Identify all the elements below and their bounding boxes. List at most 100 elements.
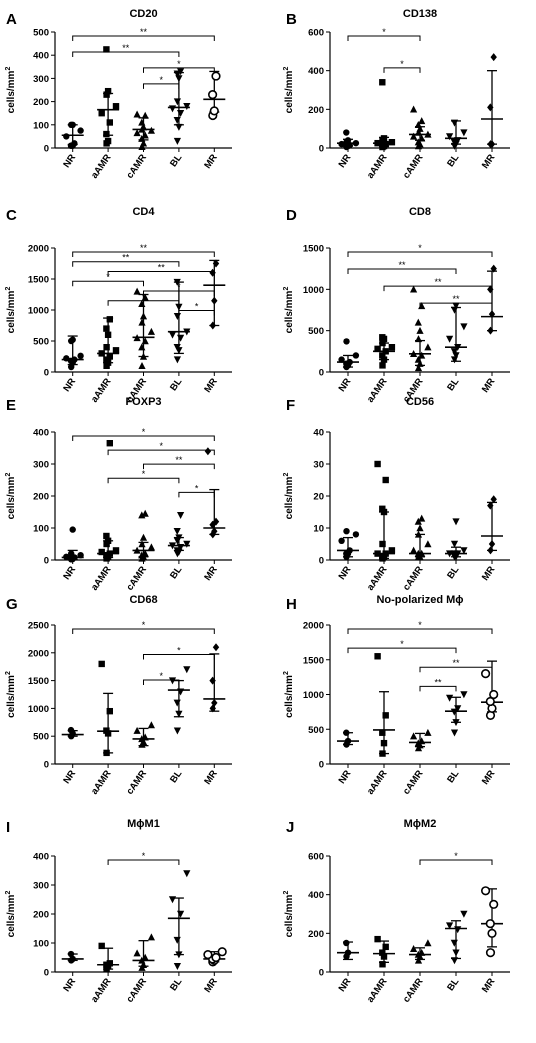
- data-point: [177, 544, 185, 551]
- significance-mark: *: [106, 272, 110, 282]
- data-point: [77, 552, 84, 559]
- data-point: [106, 353, 113, 360]
- data-point: [77, 127, 84, 134]
- x-tick-label: aAMR: [89, 768, 114, 796]
- data-point: [380, 953, 388, 960]
- data-point: [481, 886, 491, 896]
- data-point: [418, 737, 426, 745]
- data-point: [487, 326, 494, 335]
- series-BL: [167, 666, 191, 735]
- data-point: [414, 956, 423, 964]
- data-point: [352, 352, 360, 359]
- data-point: [338, 356, 345, 363]
- data-point: [173, 547, 181, 555]
- y-tick-label: 2000: [303, 621, 324, 632]
- x-tick-label: NR: [337, 976, 354, 994]
- significance-mark: *: [142, 851, 146, 861]
- x-tick-label: NR: [61, 152, 78, 170]
- data-point: [138, 118, 146, 126]
- bracket-line: [178, 491, 215, 498]
- significance-mark: **: [158, 262, 166, 272]
- y-tick-label: 1000: [303, 285, 324, 296]
- significance-bracket: *: [143, 59, 215, 73]
- data-point: [168, 331, 177, 339]
- significance-bracket: *: [347, 243, 493, 257]
- data-point: [138, 343, 146, 351]
- data-point: [380, 356, 388, 363]
- series-cAMR: [132, 110, 155, 151]
- significance-bracket: *: [178, 301, 215, 316]
- data-point: [212, 517, 220, 526]
- data-point: [450, 540, 459, 548]
- data-point: [138, 540, 146, 548]
- panel-B: B CD138 cells/mm2 0 200 400 600 NR aAMR cAMR BL MR *…: [283, 8, 510, 181]
- data-point: [212, 259, 220, 268]
- data-point: [98, 660, 105, 668]
- significance-mark: *: [177, 59, 181, 69]
- data-point: [175, 534, 183, 542]
- x-tick-label: aAMR: [365, 976, 390, 1004]
- data-point: [410, 105, 418, 113]
- significance-bracket: *: [107, 469, 180, 484]
- data-point: [380, 135, 388, 142]
- significance-bracket: *: [107, 292, 180, 306]
- x-tick-label: NR: [337, 152, 354, 170]
- data-point: [410, 350, 418, 358]
- data-point: [450, 957, 459, 965]
- series-cAMR: [409, 514, 432, 560]
- data-point: [414, 530, 423, 538]
- data-point: [173, 116, 181, 124]
- significance-mark: *: [418, 620, 422, 630]
- data-point: [147, 126, 155, 134]
- data-point: [211, 952, 221, 963]
- data-point: [133, 726, 141, 734]
- bracket-line: [143, 67, 215, 73]
- x-tick-label: cAMR: [401, 152, 426, 180]
- y-tick-label: 300: [33, 74, 49, 85]
- series-NR: [337, 939, 359, 961]
- data-point: [138, 300, 146, 307]
- x-tick-label: aAMR: [89, 152, 114, 180]
- data-point: [104, 537, 112, 544]
- data-point: [416, 326, 424, 334]
- y-tick-label: 400: [33, 852, 49, 863]
- data-point: [103, 552, 110, 559]
- data-point: [103, 961, 110, 968]
- data-point: [139, 960, 148, 968]
- data-point: [343, 528, 350, 535]
- significance-bracket: *: [347, 639, 457, 654]
- x-tick-label: MR: [202, 768, 220, 787]
- significance-mark: *: [400, 639, 404, 649]
- significance-mark: *: [382, 27, 386, 37]
- y-tick-label: 400: [33, 51, 49, 62]
- data-point: [379, 352, 386, 359]
- data-point: [173, 98, 181, 106]
- significance-mark: *: [159, 671, 163, 681]
- data-point: [211, 527, 218, 536]
- data-point: [112, 547, 120, 554]
- significance-bracket: **: [107, 262, 215, 277]
- series-MR: [481, 886, 503, 958]
- data-point: [343, 729, 350, 736]
- panel-label: J: [286, 819, 294, 836]
- data-point: [374, 460, 381, 468]
- significance-bracket: **: [419, 658, 493, 673]
- series-cAMR: [409, 105, 432, 150]
- data-point: [69, 526, 76, 533]
- data-point: [488, 540, 496, 548]
- data-point: [490, 495, 497, 504]
- data-point: [68, 550, 75, 557]
- significance-mark: **: [452, 294, 460, 304]
- data-point: [103, 749, 110, 757]
- data-point: [104, 87, 112, 95]
- panel-G: G CD68 cells/mm2 0 500 1000 1500 2000 2500 NR aAMR…: [5, 594, 232, 797]
- series-MR: [481, 495, 503, 555]
- data-point: [460, 910, 468, 918]
- y-axis-label: cells/mm2: [283, 287, 295, 334]
- series-NR: [61, 526, 84, 563]
- chart-title: No-polarized Mϕ: [376, 594, 463, 606]
- data-point: [217, 947, 227, 957]
- data-point: [446, 922, 454, 930]
- y-tick-label: 500: [308, 725, 324, 736]
